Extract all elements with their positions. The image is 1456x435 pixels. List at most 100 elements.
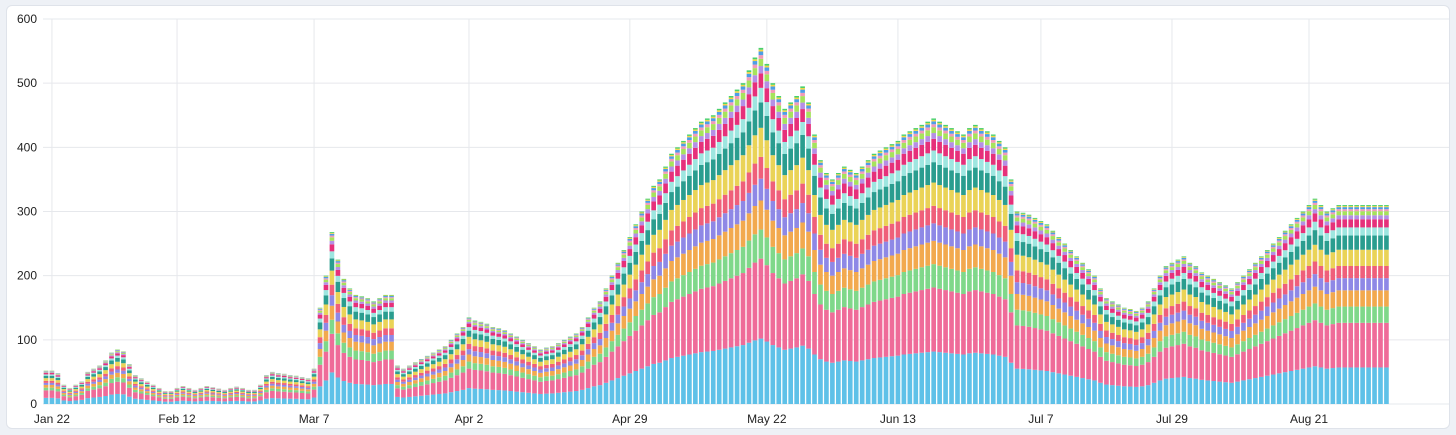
x-tick-label: Jul 29 — [1156, 412, 1188, 426]
bar-segment — [990, 137, 996, 140]
bar-segment — [258, 389, 263, 391]
bar-segment — [1050, 234, 1056, 237]
bar-segment — [264, 379, 269, 382]
bar-segment — [1145, 317, 1151, 325]
bar-segment — [311, 383, 317, 387]
bar-segment — [520, 347, 525, 350]
bar-segment — [150, 396, 156, 401]
bar-segment — [1348, 290, 1354, 307]
bar-segment — [1378, 215, 1383, 220]
bar-segment — [657, 190, 662, 196]
bar-segment — [1336, 227, 1342, 236]
bar-segment — [556, 356, 561, 362]
bar-segment — [311, 397, 317, 404]
bar-segment — [669, 153, 674, 156]
bar-segment — [1014, 212, 1020, 214]
bar-segment — [1062, 292, 1068, 303]
bar-segment — [43, 390, 49, 398]
bar-segment — [293, 392, 299, 399]
bar-segment — [1008, 181, 1014, 184]
bar-segment — [1187, 262, 1193, 264]
bar-segment — [979, 170, 984, 191]
bar-segment — [1116, 315, 1121, 320]
bar-segment — [222, 391, 228, 393]
bar-segment — [418, 360, 424, 362]
bar-segment — [359, 296, 365, 297]
bar-segment — [258, 396, 263, 401]
bar-segment — [1300, 217, 1306, 222]
bar-segment — [150, 389, 156, 391]
bar-segment — [645, 198, 651, 200]
bar-segment — [383, 319, 388, 329]
bar-segment — [830, 275, 835, 294]
bar-segment — [818, 249, 823, 265]
bar-segment — [1008, 204, 1014, 214]
bar-segment — [341, 285, 347, 288]
bar-segment — [925, 164, 931, 186]
bar-segment — [276, 380, 281, 383]
bar-segment — [216, 397, 222, 402]
bar-segment — [633, 237, 639, 245]
bar-segment — [210, 392, 216, 394]
bar-segment — [347, 292, 353, 295]
bar-segment — [812, 294, 817, 355]
bar-segment — [871, 261, 877, 282]
bar-segment — [550, 380, 555, 394]
bar-segment — [1241, 330, 1246, 342]
bar-segment — [162, 394, 168, 396]
bar-segment — [1223, 286, 1228, 288]
bar-segment — [895, 237, 901, 254]
bar-segment — [1068, 328, 1074, 342]
bar-segment — [913, 246, 919, 269]
bar-segment — [931, 240, 936, 265]
bar-segment — [234, 390, 239, 392]
bar-segment — [234, 400, 239, 404]
bar-segment — [532, 380, 537, 394]
bar-segment — [979, 229, 984, 247]
bar-segment — [621, 341, 627, 376]
bar-segment — [1312, 209, 1318, 214]
bar-segment — [1139, 314, 1145, 319]
bar-segment — [240, 391, 245, 393]
bar-segment — [1062, 261, 1068, 269]
bar-segment — [478, 324, 484, 327]
bar-segment — [955, 139, 960, 146]
bar-segment — [407, 369, 412, 372]
bar-segment — [281, 374, 287, 376]
bar-segment — [1300, 215, 1306, 218]
bar-segment — [526, 356, 531, 362]
bar-segment — [681, 275, 686, 297]
bar-segment — [764, 265, 770, 342]
bar-segment — [877, 163, 883, 169]
bar-segment — [746, 192, 752, 214]
bar-segment — [1056, 373, 1062, 404]
bar-segment — [979, 133, 984, 137]
bar-segment — [698, 121, 704, 124]
bar-segment — [1330, 222, 1336, 231]
bar-segment — [841, 307, 847, 361]
bar-segment — [1151, 289, 1157, 291]
bar-segment — [1032, 231, 1038, 239]
bar-segment — [359, 384, 365, 404]
bar-segment — [615, 294, 621, 307]
bar-segment — [651, 185, 656, 187]
bar-segment — [716, 117, 722, 124]
bar-segment — [395, 366, 400, 368]
bar-segment — [1020, 294, 1026, 311]
bar-segment — [1348, 249, 1354, 266]
bar-segment — [973, 139, 978, 145]
bar-segment — [436, 353, 442, 356]
bar-segment — [133, 383, 138, 386]
bar-segment — [287, 381, 293, 384]
bar-segment — [335, 259, 341, 261]
bar-segment — [1264, 328, 1270, 342]
bar-segment — [1056, 274, 1062, 289]
bar-segment — [210, 393, 216, 395]
bar-segment — [1175, 303, 1181, 313]
bar-segment — [252, 391, 257, 393]
bar-segment — [1068, 250, 1074, 252]
bar-segment — [520, 367, 525, 373]
bar-segment — [1080, 264, 1085, 266]
bar-segment — [1032, 238, 1038, 247]
bar-segment — [1282, 283, 1288, 295]
